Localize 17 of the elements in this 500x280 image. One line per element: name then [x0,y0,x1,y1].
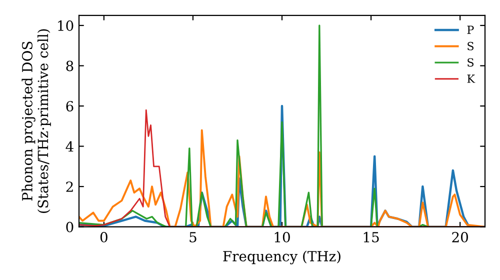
legend-label: K [467,74,476,83]
y-tick-label: 8 [66,60,74,72]
y-tick-label: 10 [58,20,74,31]
x-tick-label: 15 [364,232,379,242]
legend-label: S [468,42,474,50]
x-tick-label: 0 [100,232,108,242]
y-axis-title: Phonon projected DOS (States/THz·primitive cell) [22,29,51,213]
legend-label: S [468,58,474,67]
y-tick-label: 4 [66,141,74,152]
y-tick-label: 2 [66,182,73,192]
x-axis-title: Frequency (THz) [223,250,340,264]
x-tick-label: 20 [452,232,468,242]
x-tick-label: 5 [190,232,196,242]
y-tick-label: 6 [66,100,74,112]
legend-label: P [467,26,474,34]
x-tick-label: 10 [274,232,290,242]
y-tick-label: 0 [66,222,74,232]
